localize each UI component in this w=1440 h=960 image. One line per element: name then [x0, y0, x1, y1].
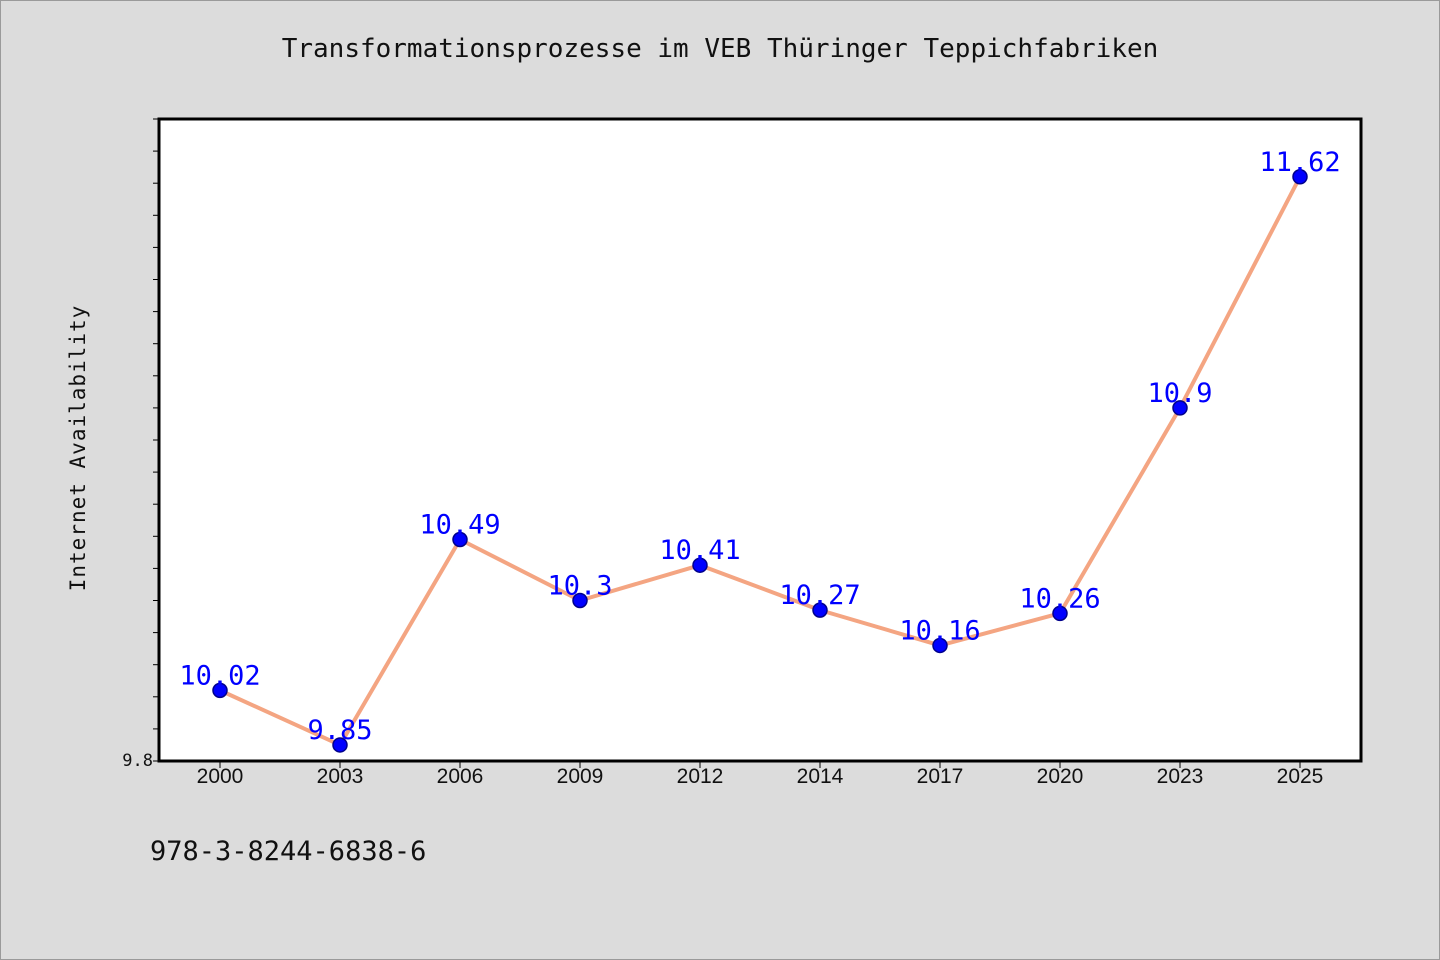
x-tick-label: 2012 [677, 765, 724, 788]
data-label: 10.49 [419, 510, 500, 541]
x-tick-label: 2003 [317, 765, 364, 788]
data-label: 10.16 [899, 615, 980, 646]
y-axis-ticks: 9.8 [122, 118, 159, 771]
data-label: 10.41 [659, 535, 740, 566]
x-axis-ticks: 2000 2003 2006 2009 2012 2014 2017 2020 2023 2025 [197, 761, 1324, 788]
data-point [212, 682, 228, 699]
data-point [1052, 605, 1068, 622]
data-label: 10.9 [1147, 378, 1212, 409]
data-label: 9.85 [307, 715, 372, 746]
data-markers [212, 169, 1308, 753]
data-label: 10.26 [1019, 583, 1100, 614]
data-point [572, 592, 588, 609]
data-label: 10.3 [547, 571, 612, 602]
data-label: 11.62 [1259, 147, 1340, 178]
x-tick-label: 2025 [1277, 765, 1324, 788]
chart-title: Transformationsprozesse im VEB Thüringer… [281, 34, 1159, 64]
data-label: 10.27 [779, 580, 860, 611]
data-point [932, 637, 948, 654]
x-tick-label: 2009 [557, 765, 604, 788]
x-tick-label: 2023 [1157, 765, 1204, 788]
data-point [692, 557, 708, 573]
footer-identifier: 978-3-8244-6838-6 [150, 836, 427, 867]
data-point [452, 531, 468, 548]
x-tick-label: 2000 [197, 765, 244, 788]
data-point [812, 602, 828, 618]
data-labels: 10.02 9.85 10.49 10.3 10.41 10.27 10.16 10.26 10… [179, 147, 1340, 746]
data-point [1172, 400, 1188, 416]
x-tick-label: 2014 [797, 765, 844, 788]
plot-area [157, 117, 1363, 763]
x-tick-label: 2017 [917, 765, 964, 788]
data-point [1292, 169, 1308, 185]
data-label: 10.02 [179, 660, 260, 691]
data-point [332, 737, 348, 753]
series-line [219, 175, 1302, 747]
x-tick-label: 2006 [437, 765, 484, 788]
series-line-group [219, 175, 1302, 747]
y-tick-label: 9.8 [122, 751, 153, 771]
x-tick-label: 2020 [1037, 765, 1084, 788]
